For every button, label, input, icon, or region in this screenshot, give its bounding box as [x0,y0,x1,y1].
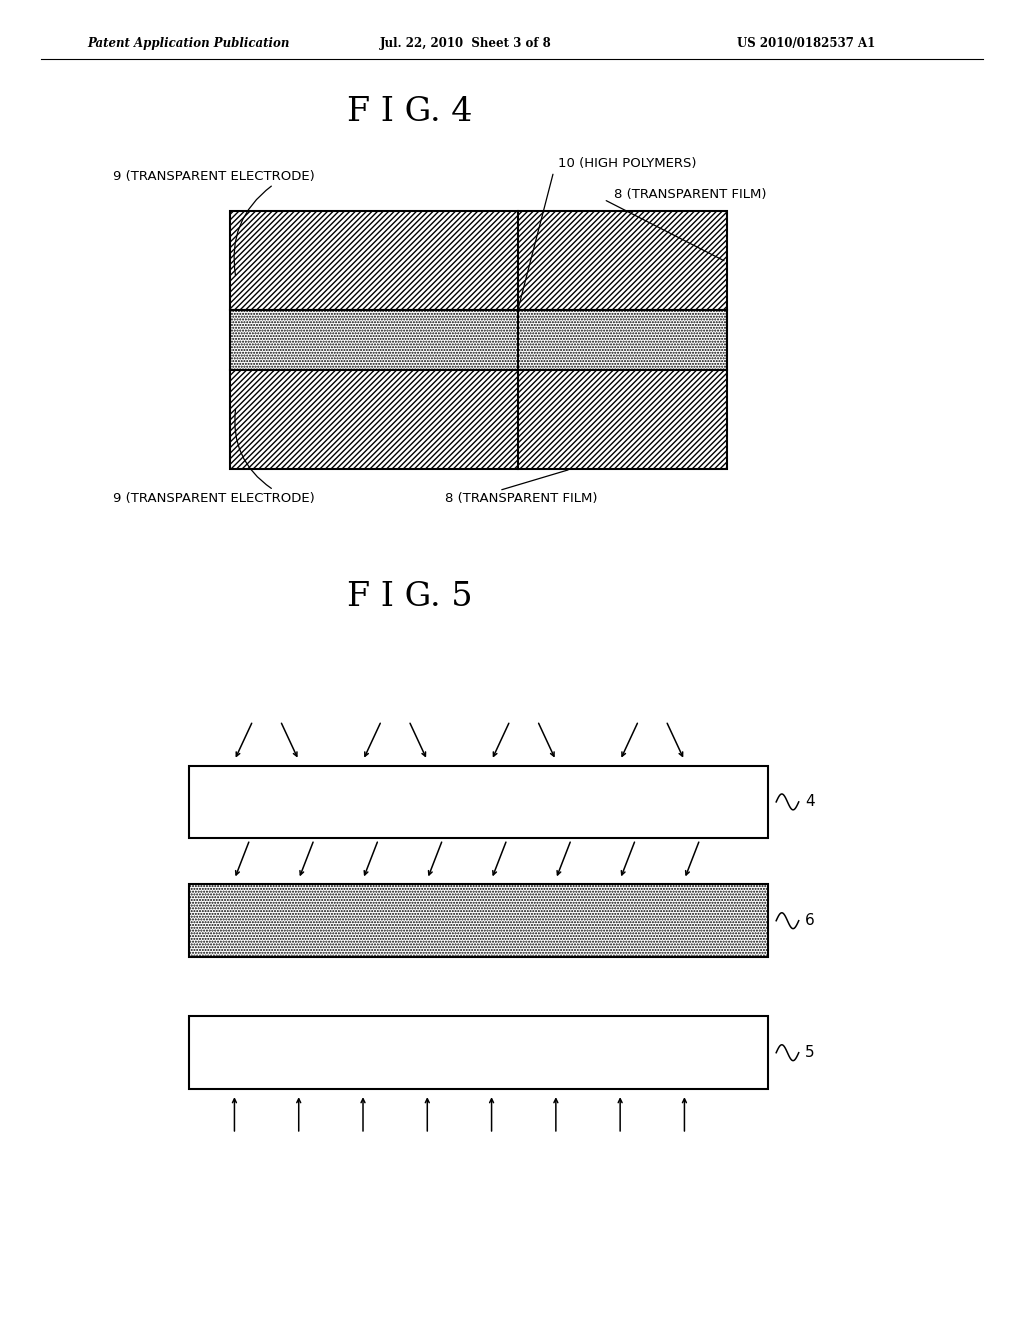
Bar [230,211,727,310]
Text: US 2010/0182537 A1: US 2010/0182537 A1 [737,37,876,50]
Text: 9 (TRANSPARENT ELECTRODE): 9 (TRANSPARENT ELECTRODE) [113,170,314,183]
Bar [230,370,727,469]
Text: F I G. 4: F I G. 4 [347,96,472,128]
Text: 9 (TRANSPARENT ELECTRODE): 9 (TRANSPARENT ELECTRODE) [113,492,314,506]
Bar [189,766,768,838]
Bar [189,1016,768,1089]
Text: 8 (TRANSPARENT FILM): 8 (TRANSPARENT FILM) [445,492,598,506]
Text: Jul. 22, 2010  Sheet 3 of 8: Jul. 22, 2010 Sheet 3 of 8 [380,37,552,50]
Text: Patent Application Publication: Patent Application Publication [87,37,290,50]
Text: F I G. 5: F I G. 5 [347,581,472,612]
Text: 4: 4 [805,795,814,809]
Bar [230,310,727,370]
Text: 10 (HIGH POLYMERS): 10 (HIGH POLYMERS) [558,157,696,170]
Bar [189,884,768,957]
Text: 6: 6 [805,913,815,928]
Text: 5: 5 [805,1045,814,1060]
Text: 8 (TRANSPARENT FILM): 8 (TRANSPARENT FILM) [614,187,767,201]
